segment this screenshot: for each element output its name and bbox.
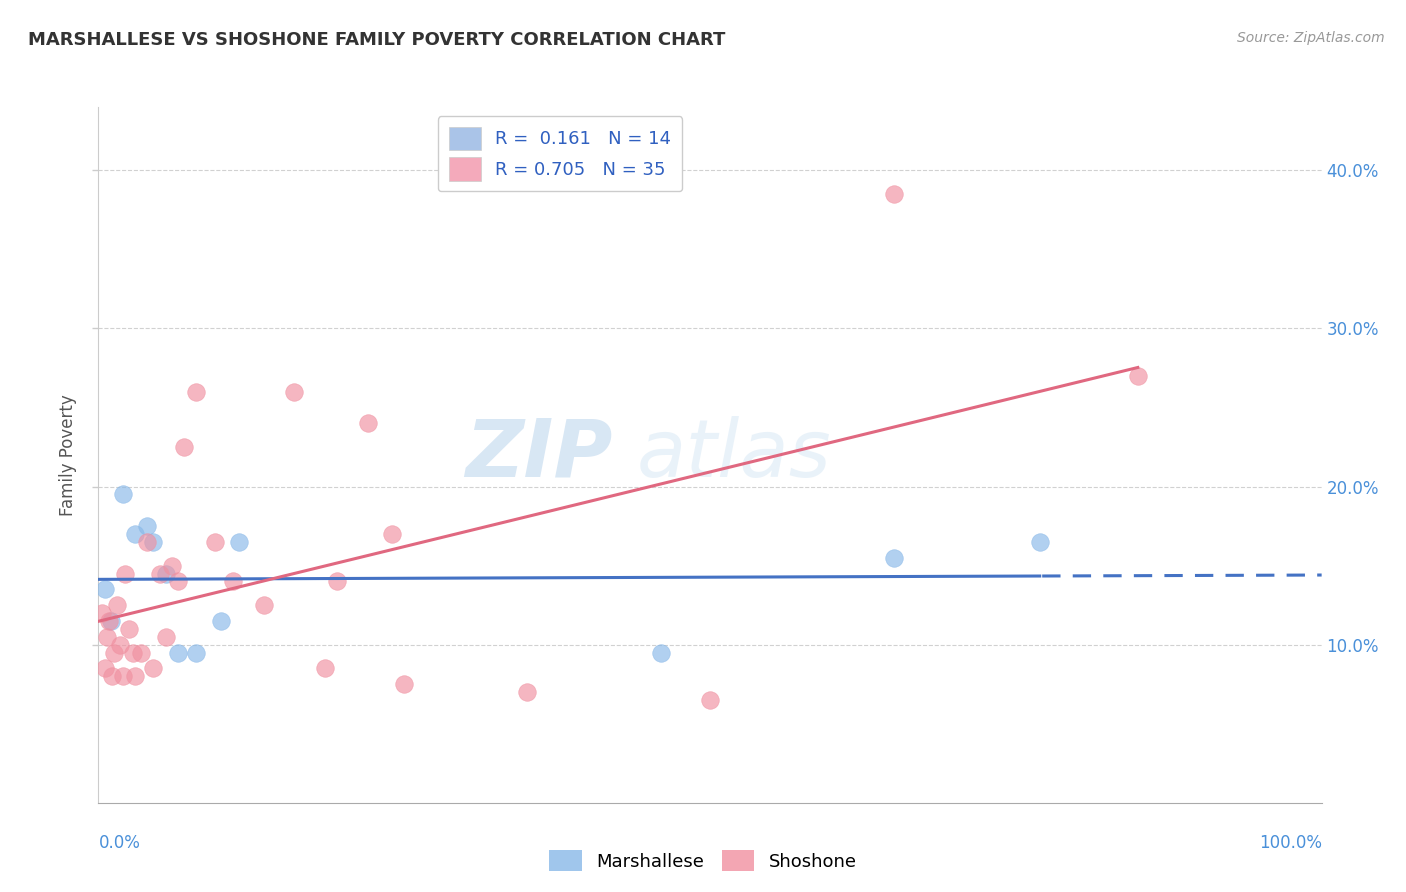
Text: 100.0%: 100.0% xyxy=(1258,834,1322,852)
Text: MARSHALLESE VS SHOSHONE FAMILY POVERTY CORRELATION CHART: MARSHALLESE VS SHOSHONE FAMILY POVERTY C… xyxy=(28,31,725,49)
Point xyxy=(204,535,226,549)
Point xyxy=(118,622,141,636)
Point xyxy=(110,638,132,652)
Point xyxy=(381,527,404,541)
Point xyxy=(98,614,121,628)
Point xyxy=(392,677,416,691)
Point xyxy=(167,574,190,589)
Point xyxy=(283,384,305,399)
Point xyxy=(101,669,124,683)
Text: 0.0%: 0.0% xyxy=(98,834,141,852)
Point xyxy=(105,598,128,612)
Point xyxy=(96,630,118,644)
Point xyxy=(173,440,195,454)
Point xyxy=(93,661,115,675)
Point xyxy=(1128,368,1150,383)
Point xyxy=(516,685,538,699)
Point xyxy=(142,661,165,675)
Point xyxy=(136,535,159,549)
Point xyxy=(93,582,115,597)
Point xyxy=(155,630,177,644)
Point xyxy=(111,487,134,501)
Point xyxy=(167,646,190,660)
Point xyxy=(1029,535,1052,549)
Point xyxy=(142,535,165,549)
Legend: Marshallese, Shoshone: Marshallese, Shoshone xyxy=(541,843,865,879)
Point xyxy=(111,669,134,683)
Point xyxy=(883,187,905,202)
Point xyxy=(149,566,172,581)
Point xyxy=(103,646,125,660)
Point xyxy=(121,646,143,660)
Point xyxy=(155,566,177,581)
Point xyxy=(222,574,245,589)
Point xyxy=(314,661,336,675)
Point xyxy=(252,598,274,612)
Point xyxy=(91,606,114,620)
Point xyxy=(100,614,122,628)
Point xyxy=(356,417,378,431)
Text: atlas: atlas xyxy=(637,416,831,494)
Point xyxy=(114,566,136,581)
Point xyxy=(699,693,721,707)
Point xyxy=(209,614,232,628)
Text: ZIP: ZIP xyxy=(465,416,612,494)
Point xyxy=(124,527,146,541)
Point xyxy=(129,646,152,660)
Point xyxy=(186,646,208,660)
Point xyxy=(160,558,183,573)
Point xyxy=(326,574,349,589)
Point xyxy=(650,646,672,660)
Point xyxy=(228,535,250,549)
Point xyxy=(186,384,208,399)
Point xyxy=(124,669,146,683)
Point xyxy=(136,519,159,533)
Legend: R =  0.161   N = 14, R = 0.705   N = 35: R = 0.161 N = 14, R = 0.705 N = 35 xyxy=(437,116,682,192)
Y-axis label: Family Poverty: Family Poverty xyxy=(59,394,77,516)
Text: Source: ZipAtlas.com: Source: ZipAtlas.com xyxy=(1237,31,1385,45)
Point xyxy=(883,550,905,565)
